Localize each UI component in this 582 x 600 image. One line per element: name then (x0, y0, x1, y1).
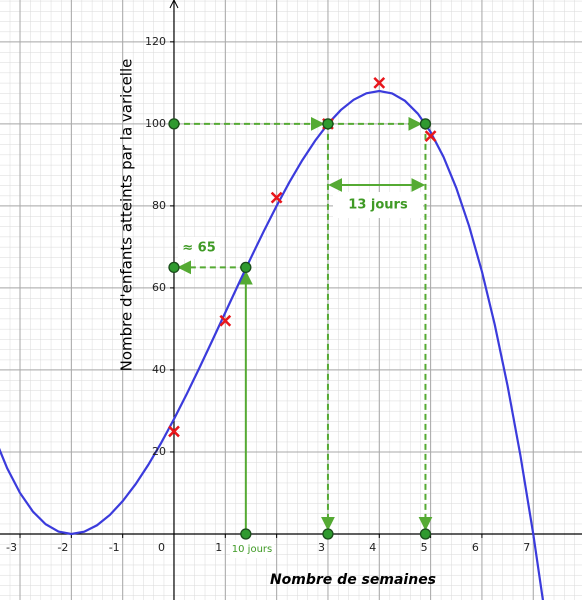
x-tick-label: 0 (158, 541, 165, 554)
y-tick-label: 40 (152, 363, 166, 376)
x-tick-label: 1 (215, 541, 222, 554)
axis-arrow (169, 0, 179, 9)
y-tick-label: 80 (152, 199, 166, 212)
data-cross (373, 76, 386, 89)
annotation: ≈ 65 (182, 241, 216, 256)
y-tick-label: 60 (152, 281, 166, 294)
point (240, 261, 252, 274)
point (168, 261, 180, 274)
x-tick-label: -2 (57, 541, 68, 554)
point (240, 528, 252, 540)
data-cross (270, 191, 283, 204)
data-cross (219, 314, 232, 327)
point (419, 118, 432, 130)
data-cross (168, 425, 180, 438)
function-curve (0, 89, 545, 600)
x-tick-label: 4 (369, 541, 376, 554)
x-axis-title: Nombre de semaines (270, 572, 436, 588)
point (322, 528, 334, 540)
y-tick-label: 20 (152, 445, 166, 458)
y-axis-title: Nombre d'enfants atteints par la varicel… (118, 59, 136, 372)
annotation: 13 jours (348, 198, 408, 213)
point (419, 528, 432, 540)
x-tick-label: 6 (472, 541, 479, 554)
x-tick-label: 3 (318, 541, 325, 554)
x-tick-label: -3 (6, 541, 17, 554)
annotation-box (230, 540, 274, 558)
annotation-box (333, 192, 423, 218)
annotation-box (178, 237, 220, 259)
y-tick-label: 100 (145, 117, 166, 130)
annotation: 10 jours (232, 544, 272, 555)
point (168, 118, 180, 130)
x-tick-label: 5 (421, 541, 428, 554)
data-cross (424, 130, 437, 143)
y-tick-label: 120 (145, 35, 166, 48)
point (322, 118, 334, 130)
x-tick-label: -1 (109, 541, 120, 554)
x-tick-label: 7 (523, 541, 530, 554)
